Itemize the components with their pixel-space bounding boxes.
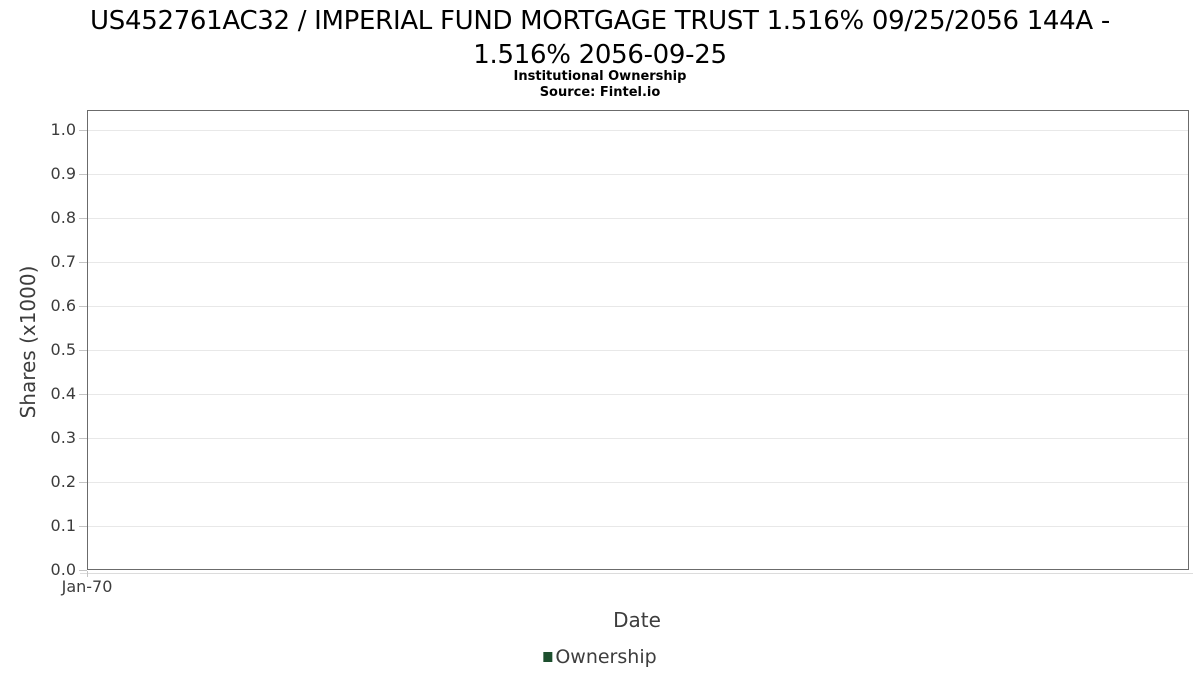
gridline-0.1 — [88, 526, 1188, 527]
legend: Ownership — [543, 646, 657, 668]
y-tick-label: 0.8 — [50, 208, 76, 227]
y-tick-label: 0.9 — [50, 164, 76, 183]
y-tick-label: 0.7 — [50, 252, 76, 271]
y-tick-mark — [79, 438, 87, 439]
gridline-0.2 — [88, 482, 1188, 483]
y-tick-mark — [79, 262, 87, 263]
y-tick-label: 0.2 — [50, 472, 76, 491]
gridline-1.0 — [88, 130, 1188, 131]
chart-title-line-1: US452761AC32 / IMPERIAL FUND MORTGAGE TR… — [90, 6, 1110, 36]
gridline-0.3 — [88, 438, 1188, 439]
legend-label-ownership: Ownership — [555, 646, 657, 668]
gridline-0.6 — [88, 306, 1188, 307]
y-tick-label: 0.6 — [50, 296, 76, 315]
gridline-0.4 — [88, 394, 1188, 395]
y-tick-label: 0.1 — [50, 516, 76, 535]
y-tick-label: 1.0 — [50, 120, 76, 139]
y-tick-label: 0.4 — [50, 384, 76, 403]
chart-subtitle: Institutional Ownership — [513, 69, 687, 84]
gridline-0.8 — [88, 218, 1188, 219]
y-tick-mark — [79, 130, 87, 131]
y-tick-mark — [79, 350, 87, 351]
y-tick-mark — [79, 218, 87, 219]
x-axis-label: Date — [613, 608, 661, 632]
x-tick-label: Jan-70 — [61, 577, 113, 596]
y-tick-mark — [79, 394, 87, 395]
y-tick-mark — [79, 526, 87, 527]
x-tick-mark — [87, 571, 88, 577]
chart-title-line-2: 1.516% 2056-09-25 — [473, 40, 727, 70]
gridline-0.7 — [88, 262, 1188, 263]
chart-source: Source: Fintel.io — [539, 85, 661, 100]
y-tick-label: 0.3 — [50, 428, 76, 447]
y-tick-mark — [79, 482, 87, 483]
x-axis-subline — [80, 573, 1193, 574]
gridline-0.5 — [88, 350, 1188, 351]
plot-area — [87, 110, 1189, 570]
y-tick-mark — [79, 174, 87, 175]
y-tick-mark — [79, 306, 87, 307]
y-tick-label: 0.0 — [50, 560, 76, 579]
y-tick-mark — [79, 570, 87, 571]
gridline-0.9 — [88, 174, 1188, 175]
y-axis-label: Shares (x1000) — [16, 265, 40, 419]
legend-marker-ownership-icon — [543, 652, 553, 662]
y-tick-label: 0.5 — [50, 340, 76, 359]
